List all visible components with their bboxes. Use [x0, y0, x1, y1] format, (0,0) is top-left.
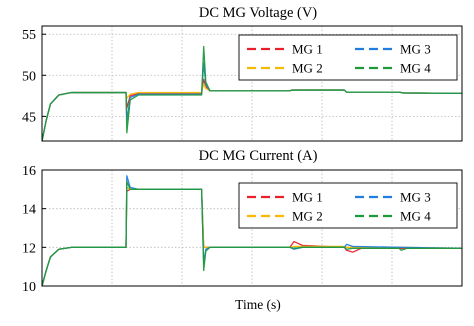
- current-legend-label: MG 1: [292, 190, 323, 205]
- voltage-plot-frame: [41, 25, 463, 142]
- voltage-legend: MG 1 MG 2 MG 3 MG 4: [238, 34, 458, 81]
- current-legend-label: MG 4: [400, 209, 431, 224]
- current-ytick-label: 14: [22, 203, 36, 218]
- voltage-ytick-label: 45: [22, 110, 36, 125]
- voltage-legend-label: MG 2: [292, 61, 323, 76]
- current-legend-label: MG 3: [400, 190, 431, 205]
- voltage-panel: 45 50 55 MG 1 MG 2 MG 3 MG 4: [22, 25, 463, 142]
- current-series-mg-4: [42, 180, 462, 286]
- voltage-chart-title: DC MG Voltage (V): [199, 5, 317, 21]
- current-plot-frame: [41, 169, 463, 287]
- voltage-legend-box: [238, 34, 458, 81]
- current-ytick-label: 12: [22, 241, 36, 256]
- current-legend-box: [238, 182, 458, 229]
- voltage-series-mg-4: [42, 45, 462, 141]
- voltage-legend-label: MG 1: [292, 42, 323, 57]
- voltage-ytick-label: 50: [22, 69, 36, 84]
- x-axis-label: Time (s): [235, 297, 281, 312]
- voltage-legend-label: MG 3: [400, 42, 431, 57]
- current-legend: MG 1 MG 2 MG 3 MG 4: [238, 182, 458, 229]
- current-ytick-label: 10: [22, 280, 36, 295]
- voltage-ytick-label: 55: [22, 28, 36, 43]
- current-legend-label: MG 2: [292, 209, 323, 224]
- current-panel: 10 12 14 16 MG 1 MG 2 MG 3 MG 4: [22, 164, 463, 295]
- voltage-legend-label: MG 4: [400, 61, 431, 76]
- current-ytick-label: 16: [22, 164, 36, 179]
- current-chart-title: DC MG Current (A): [199, 148, 318, 164]
